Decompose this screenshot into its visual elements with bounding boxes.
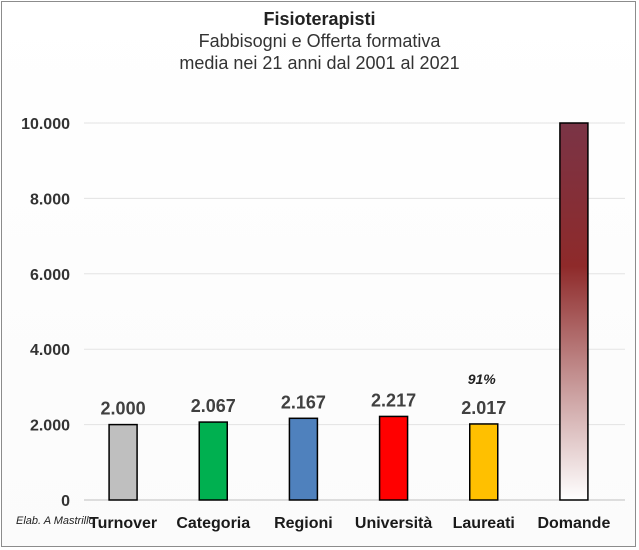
data-label: 2.217 <box>371 390 416 410</box>
chart-subtitle-line-1: Fabbisogni e Offerta formativa <box>198 31 441 51</box>
bar-regioni <box>288 417 319 501</box>
x-tick-label: Categoria <box>176 515 250 532</box>
bar-laureati <box>469 423 499 501</box>
annotation-label: 91% <box>468 371 497 387</box>
x-tick-label: Domande <box>537 515 610 532</box>
data-label: 2.167 <box>281 392 326 412</box>
data-label: 2.000 <box>101 399 146 419</box>
bar-domande <box>559 122 589 501</box>
y-tick-label: 6.000 <box>30 267 70 284</box>
bar-categoria <box>198 421 228 501</box>
y-tick-label: 8.000 <box>30 191 70 208</box>
bar-turnover <box>108 423 138 501</box>
x-tick-label: Regioni <box>274 515 333 532</box>
chart-title: Fisioterapisti <box>263 9 376 29</box>
bar-università <box>378 415 409 501</box>
credit-label: Elab. A Mastrillo <box>16 515 95 527</box>
title-block: Fisioterapisti Fabbisogni e Offerta form… <box>0 8 639 74</box>
x-tick-label: Turnover <box>89 515 157 532</box>
y-tick-label: 4.000 <box>30 342 70 359</box>
y-tick-label: 0 <box>61 493 70 510</box>
chart-subtitle-line-2: media nei 21 anni dal 2001 al 2021 <box>179 53 460 73</box>
x-tick-label: Laureati <box>453 515 515 532</box>
x-tick-label: Università <box>355 515 432 532</box>
y-tick-label: 10.000 <box>21 116 70 133</box>
data-label: 2.017 <box>461 398 506 418</box>
data-label: 2.067 <box>191 396 236 416</box>
y-tick-label: 2.000 <box>30 418 70 435</box>
